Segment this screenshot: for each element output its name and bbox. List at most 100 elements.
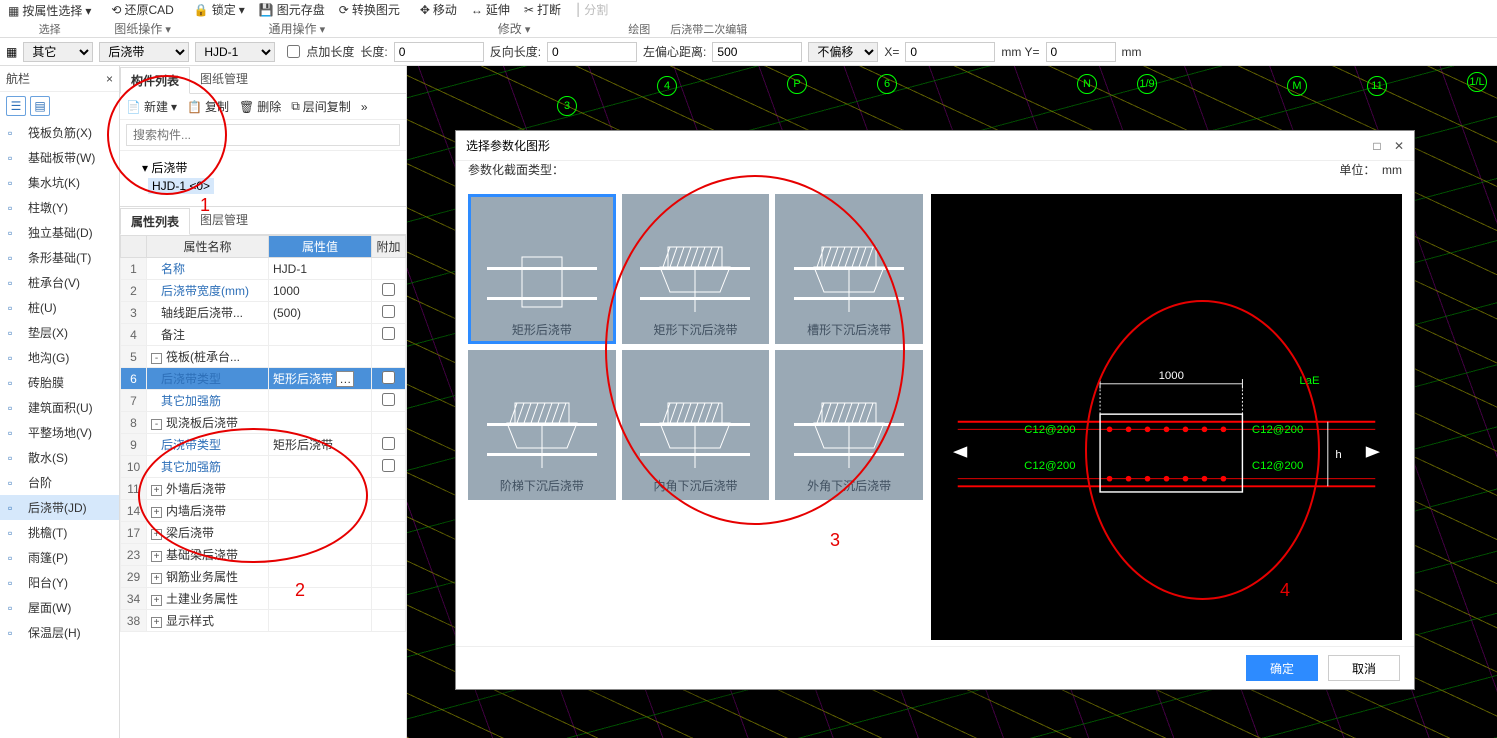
category-select[interactable]: 其它 <box>23 42 93 62</box>
prop-extra-checkbox[interactable] <box>382 371 395 384</box>
property-row[interactable]: 10其它加强筋 <box>121 456 406 478</box>
unit-label: mm <box>1122 45 1142 59</box>
nav-collapse-icon[interactable]: × <box>106 72 113 86</box>
nav-item[interactable]: ▫保温层(H) <box>0 620 119 645</box>
tree-leaf-hjd1[interactable]: HJD-1 <0> <box>148 178 214 194</box>
layer-icon: ▦ <box>6 45 17 59</box>
new-button[interactable]: 📄 新建 ▾ <box>126 98 177 115</box>
copy-button[interactable]: 📋 复制 <box>187 98 229 115</box>
shape-option[interactable]: 阶梯下沉后浇带 <box>468 350 616 500</box>
nav-item[interactable]: ▫独立基础(D) <box>0 220 119 245</box>
shape-option[interactable]: 内角下沉后浇带 <box>622 350 770 500</box>
property-row[interactable]: 9后浇带类型矩形后浇带 <box>121 434 406 456</box>
property-row[interactable]: 6后浇带类型矩形后浇带 … <box>121 368 406 390</box>
cancel-button[interactable]: 取消 <box>1328 655 1400 681</box>
shape-option[interactable]: 外角下沉后浇带 <box>775 350 923 500</box>
ribbon-restore-cad[interactable]: ⟲ 还原CAD <box>111 1 173 18</box>
nav-item[interactable]: ▫建筑面积(U) <box>0 395 119 420</box>
nav-item-label: 筏板负筋(X) <box>28 124 92 141</box>
ribbon-extend[interactable]: ↔ 延伸 <box>471 1 510 18</box>
ribbon-convert[interactable]: ⟳ 转换图元 <box>339 1 400 18</box>
ribbon-break[interactable]: ✂ 打断 <box>524 1 561 18</box>
nav-item[interactable]: ▫平整场地(V) <box>0 420 119 445</box>
nav-item[interactable]: ▫集水坑(K) <box>0 170 119 195</box>
nav-item-label: 平整场地(V) <box>28 424 92 441</box>
shape-option[interactable]: 矩形后浇带 <box>468 194 616 344</box>
ribbon-lock[interactable]: 🔒 锁定 ▾ <box>194 1 245 18</box>
property-row[interactable]: 38+显示样式 <box>121 610 406 632</box>
nav-item[interactable]: ▫筏板负筋(X) <box>0 120 119 145</box>
tab-layer-mgmt[interactable]: 图层管理 <box>190 207 258 234</box>
delete-button[interactable]: 🗑 删除 <box>239 98 281 115</box>
prop-extra-checkbox[interactable] <box>382 283 395 296</box>
prop-extra-checkbox[interactable] <box>382 327 395 340</box>
shape-option[interactable]: 槽形下沉后浇带 <box>775 194 923 344</box>
nav-item[interactable]: ▫台阶 <box>0 470 119 495</box>
property-row[interactable]: 3轴线距后浇带...(500) <box>121 302 406 324</box>
nav-item[interactable]: ▫柱墩(Y) <box>0 195 119 220</box>
nav-item[interactable]: ▫桩承台(V) <box>0 270 119 295</box>
ribbon-move[interactable]: ✥ 移动 <box>420 1 457 18</box>
y-input[interactable] <box>1046 42 1116 62</box>
nav-item[interactable]: ▫垫层(X) <box>0 320 119 345</box>
shape-caption: 矩形下沉后浇带 <box>653 321 737 338</box>
len2-input[interactable] <box>547 42 637 62</box>
view-list-icon[interactable]: ☰ <box>6 96 26 116</box>
ribbon-split[interactable]: ⎮ 分割 <box>575 1 608 18</box>
dialog-close-icon[interactable]: ✕ <box>1394 139 1404 153</box>
floor-copy-button[interactable]: ⧉ 层间复制 <box>291 98 351 115</box>
property-row[interactable]: 23+基础梁后浇带 <box>121 544 406 566</box>
nav-item[interactable]: ▫桩(U) <box>0 295 119 320</box>
nav-item-label: 地沟(G) <box>28 349 69 366</box>
view-grid-icon[interactable]: ▤ <box>30 96 50 116</box>
prop-extra-checkbox[interactable] <box>382 393 395 406</box>
ribbon-select-by-attr[interactable]: ▦ 按属性选择 ▾ <box>8 2 91 19</box>
property-row[interactable]: 5-筏板(桩承台... <box>121 346 406 368</box>
nav-item-label: 建筑面积(U) <box>28 399 93 416</box>
prop-extra-checkbox[interactable] <box>382 459 395 472</box>
tree-root[interactable]: ▾ 后浇带 <box>130 157 396 178</box>
x-input[interactable] <box>905 42 995 62</box>
nav-item[interactable]: ▫基础板带(W) <box>0 145 119 170</box>
property-row[interactable]: 11+外墙后浇带 <box>121 478 406 500</box>
ok-button[interactable]: 确定 <box>1246 655 1318 681</box>
nav-item[interactable]: ▫挑檐(T) <box>0 520 119 545</box>
property-row[interactable]: 14+内墙后浇带 <box>121 500 406 522</box>
property-row[interactable]: 17+梁后浇带 <box>121 522 406 544</box>
property-tabs: 属性列表 图层管理 <box>120 207 406 235</box>
offset-input[interactable] <box>712 42 802 62</box>
nav-item[interactable]: ▫砖胎膜 <box>0 370 119 395</box>
type-select[interactable]: 后浇带 <box>99 42 189 62</box>
ribbon-save-elem[interactable]: 💾 图元存盘 <box>259 1 325 18</box>
nav-item[interactable]: ▫条形基础(T) <box>0 245 119 270</box>
axis-marker: 3 <box>557 96 577 116</box>
prop-extra-checkbox[interactable] <box>382 305 395 318</box>
nav-item-icon: ▫ <box>8 526 22 540</box>
point-length-checkbox[interactable] <box>287 45 300 58</box>
instance-select[interactable]: HJD-1 <box>195 42 275 62</box>
len1-input[interactable] <box>394 42 484 62</box>
property-row[interactable]: 29+钢筋业务属性 <box>121 566 406 588</box>
component-search-input[interactable] <box>126 124 400 146</box>
property-row[interactable]: 2后浇带宽度(mm)1000 <box>121 280 406 302</box>
property-row[interactable]: 34+土建业务属性 <box>121 588 406 610</box>
nav-item[interactable]: ▫散水(S) <box>0 445 119 470</box>
shape-option[interactable]: 矩形下沉后浇带 <box>622 194 770 344</box>
property-row[interactable]: 1名称HJD-1 <box>121 258 406 280</box>
property-row[interactable]: 7其它加强筋 <box>121 390 406 412</box>
tab-drawing-mgmt[interactable]: 图纸管理 <box>190 66 258 93</box>
toolbar-more-icon[interactable]: » <box>361 100 368 114</box>
prop-extra-checkbox[interactable] <box>382 437 395 450</box>
nav-item[interactable]: ▫后浇带(JD) <box>0 495 119 520</box>
nav-item[interactable]: ▫阳台(Y) <box>0 570 119 595</box>
nav-item[interactable]: ▫ 地沟(G) <box>0 345 119 370</box>
dialog-max-icon[interactable]: □ <box>1373 139 1380 153</box>
nav-item[interactable]: ▫雨篷(P) <box>0 545 119 570</box>
tab-property-list[interactable]: 属性列表 <box>120 208 190 235</box>
property-row[interactable]: 4备注 <box>121 324 406 346</box>
nav-item[interactable]: ▫屋面(W) <box>0 595 119 620</box>
property-row[interactable]: 8-现浇板后浇带 <box>121 412 406 434</box>
offset-mode-select[interactable]: 不偏移 <box>808 42 878 62</box>
nav-item-icon: ▫ <box>8 351 22 365</box>
tab-component-list[interactable]: 构件列表 <box>120 67 190 94</box>
